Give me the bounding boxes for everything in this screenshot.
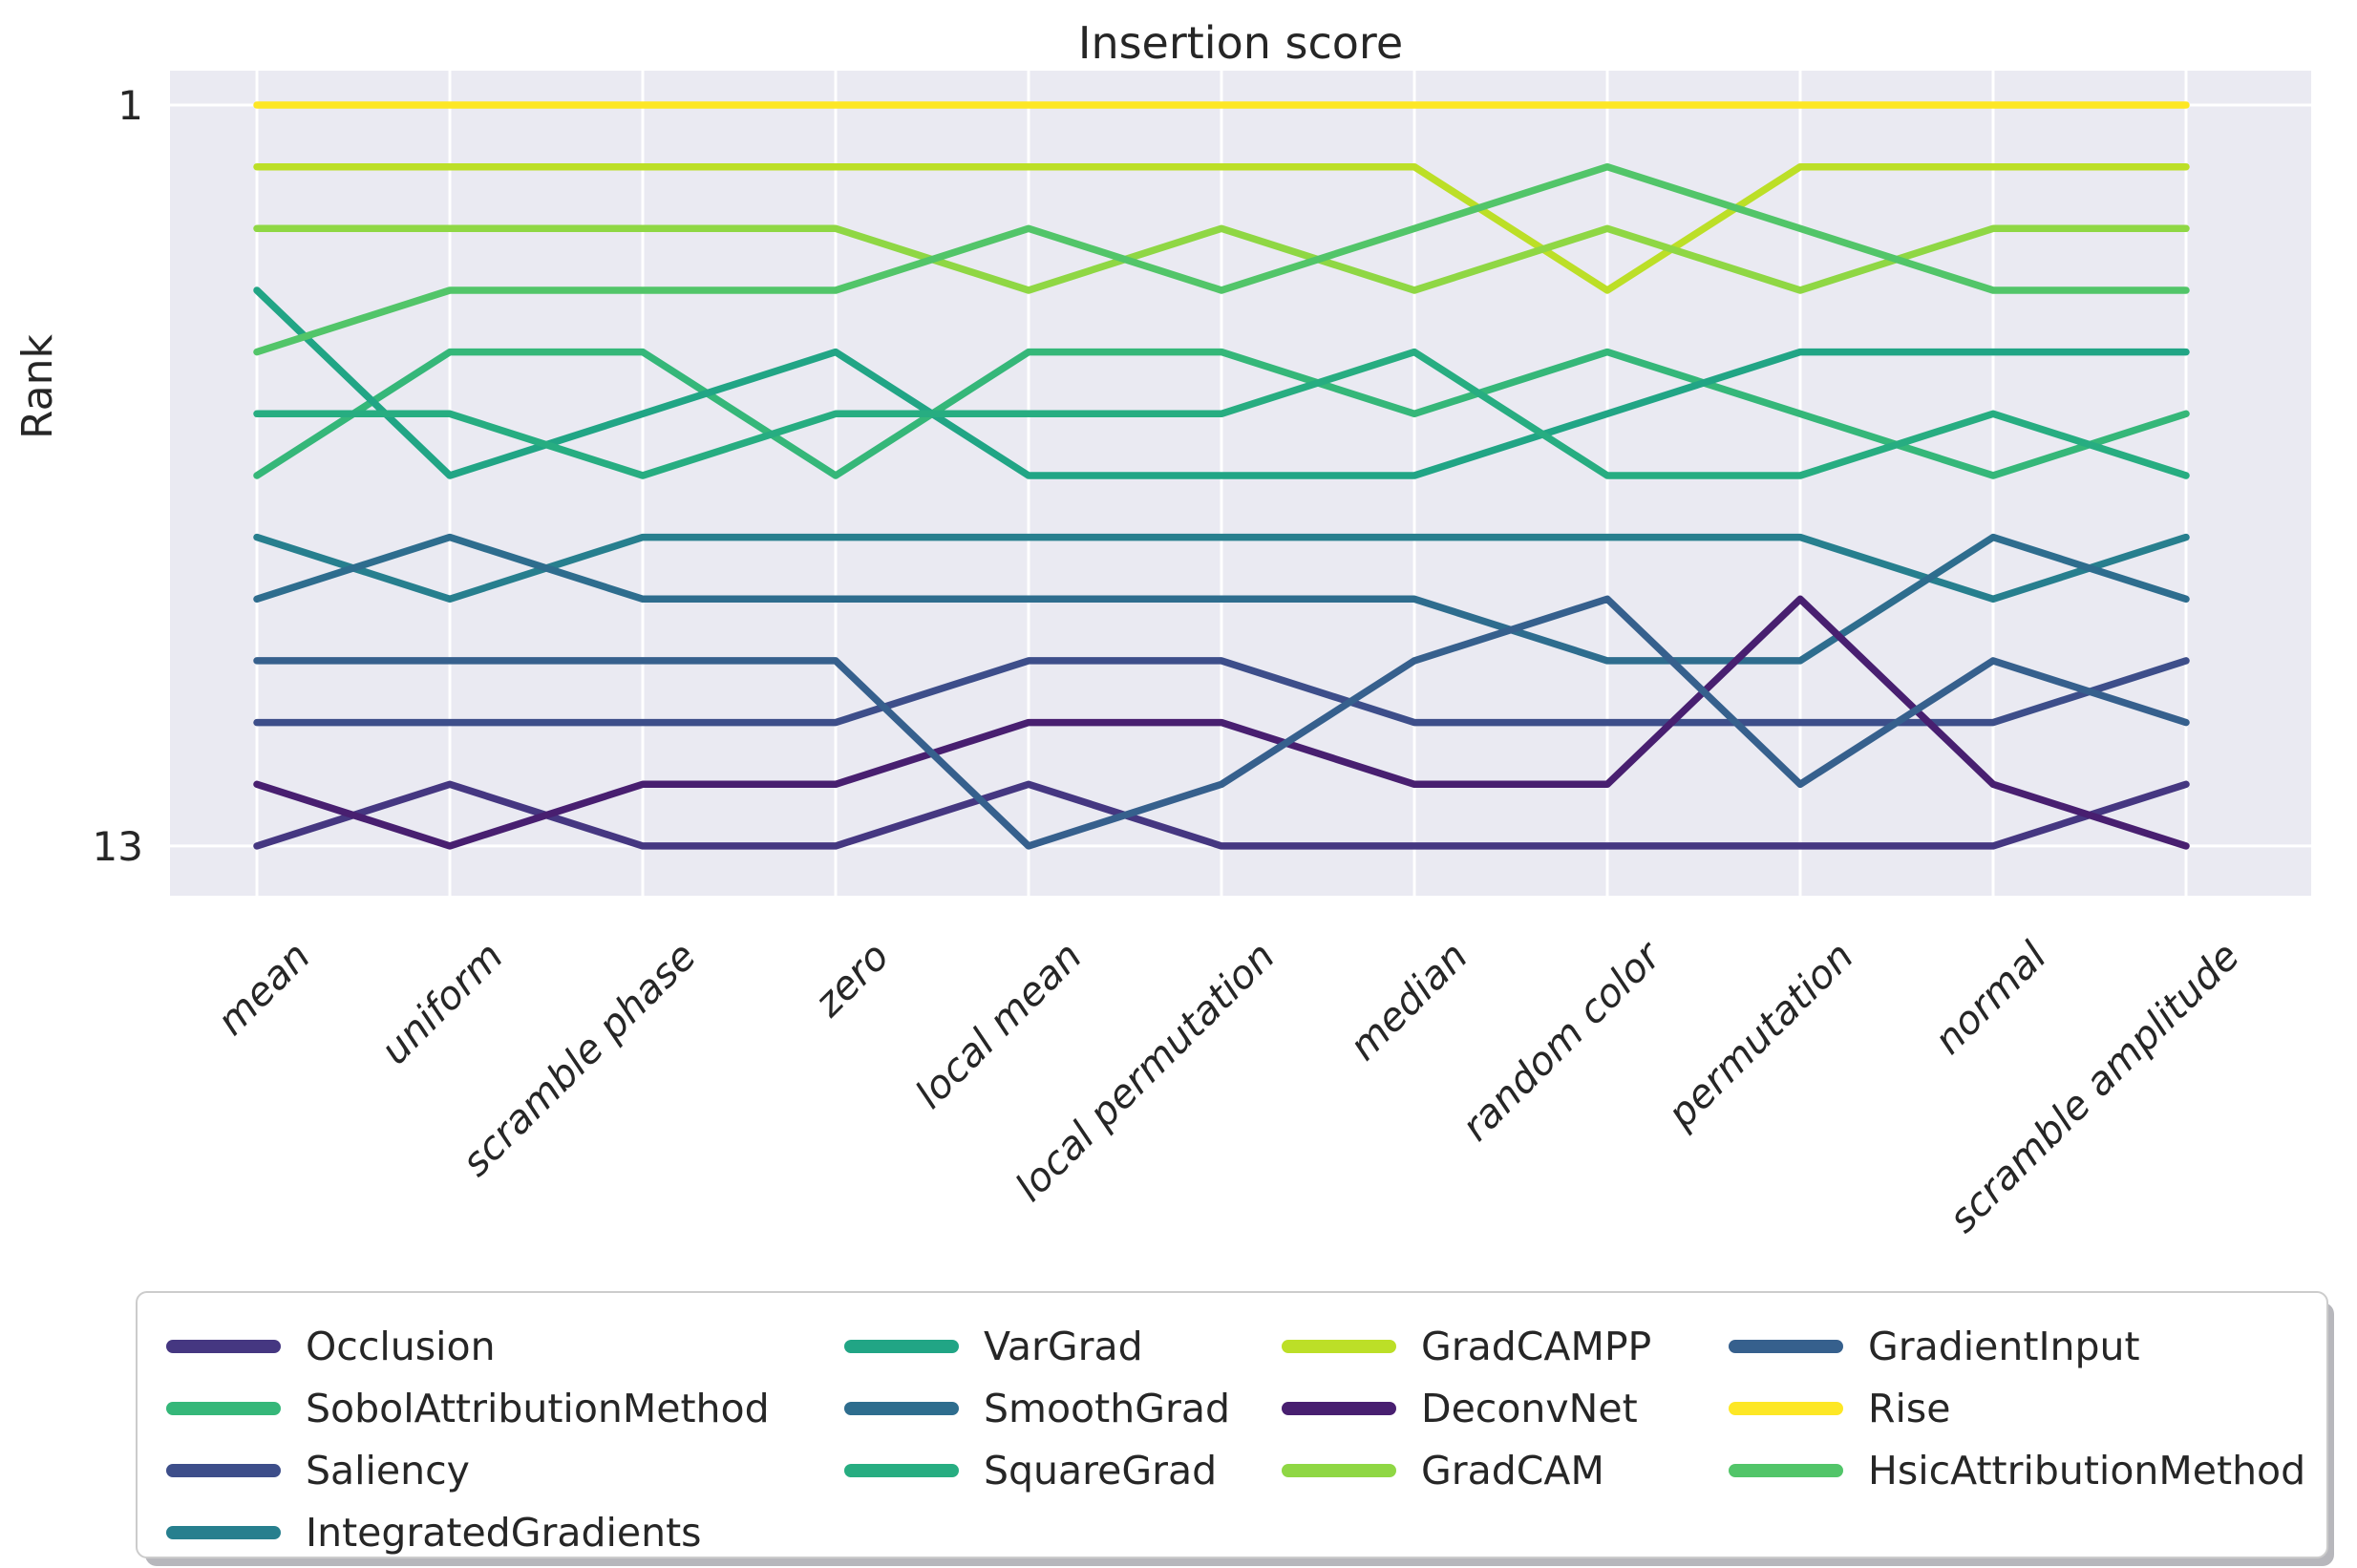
legend-swatch-DeconvNet	[1282, 1402, 1396, 1415]
y-tick-label-1: 1	[117, 82, 143, 129]
legend-entry-Rise[interactable]: Rise	[1729, 1378, 1950, 1439]
series-line-GradCAMPP[interactable]	[253, 162, 2190, 294]
x-tick-label-median: median	[1340, 933, 1476, 1070]
legend-label-SquareGrad: SquareGrad	[984, 1448, 1218, 1494]
legend-entry-SobolAttributionMethod[interactable]: SobolAttributionMethod	[166, 1378, 770, 1439]
legend-box: Occlusion SobolAttributionMethod Saliency I…	[136, 1291, 2328, 1558]
legend-swatch-Rise	[1729, 1402, 1843, 1415]
x-tick-label-mean: mean	[208, 933, 319, 1044]
series-line-GradientInput[interactable]	[253, 595, 2190, 850]
legend-label-GradCAM: GradCAM	[1421, 1448, 1604, 1494]
series-line-Saliency[interactable]	[253, 657, 2190, 727]
legend-swatch-SquareGrad	[844, 1464, 959, 1477]
series-line-GradCAM[interactable]	[253, 224, 2190, 294]
legend-entry-VarGrad[interactable]: VarGrad	[844, 1316, 1143, 1377]
legend-label-SobolAttributionMethod: SobolAttributionMethod	[306, 1386, 770, 1431]
legend-entry-DeconvNet[interactable]: DeconvNet	[1282, 1378, 1638, 1439]
legend-swatch-IntegratedGradients	[166, 1526, 281, 1539]
legend-entry-GradCAM[interactable]: GradCAM	[1282, 1440, 1604, 1501]
x-tick-label-local-mean: local mean	[906, 933, 1091, 1117]
legend-swatch-Occlusion	[166, 1340, 281, 1353]
legend-label-Saliency: Saliency	[306, 1448, 470, 1494]
legend-swatch-Saliency	[166, 1464, 281, 1477]
legend-entry-IntegratedGradients[interactable]: IntegratedGradients	[166, 1502, 702, 1563]
legend-swatch-SobolAttributionMethod	[166, 1402, 281, 1415]
legend-swatch-SmoothGrad	[844, 1402, 959, 1415]
series-line-HsicAttributionMethod[interactable]	[253, 162, 2190, 356]
x-tick-label-uniform: uniform	[372, 933, 512, 1073]
legend-label-GradCAMPP: GradCAMPP	[1421, 1324, 1652, 1369]
series-line-IntegratedGradients[interactable]	[253, 533, 2190, 604]
legend-label-GradientInput: GradientInput	[1868, 1324, 2140, 1369]
legend-entry-GradCAMPP[interactable]: GradCAMPP	[1282, 1316, 1651, 1377]
x-tick-label-zero: zero	[805, 933, 898, 1026]
legend-entry-SquareGrad[interactable]: SquareGrad	[844, 1440, 1217, 1501]
y-tick-label-13: 13	[93, 823, 143, 870]
legend-label-HsicAttributionMethod: HsicAttributionMethod	[1868, 1448, 2306, 1494]
x-tick-label-random-color: random color	[1453, 932, 1671, 1151]
x-tick-label-normal: normal	[1925, 933, 2055, 1063]
series-line-SobolAttributionMethod[interactable]	[253, 348, 2190, 479]
legend-swatch-VarGrad	[844, 1340, 959, 1353]
legend-label-VarGrad: VarGrad	[984, 1324, 1143, 1369]
series-lines	[253, 101, 2190, 850]
legend-entry-Occlusion[interactable]: Occlusion	[166, 1316, 496, 1377]
series-line-VarGrad[interactable]	[253, 286, 2190, 479]
legend-entry-SmoothGrad[interactable]: SmoothGrad	[844, 1378, 1230, 1439]
legend-entry-HsicAttributionMethod[interactable]: HsicAttributionMethod	[1729, 1440, 2305, 1501]
legend-label-IntegratedGradients: IntegratedGradients	[306, 1510, 702, 1556]
legend-swatch-GradCAM	[1282, 1464, 1396, 1477]
legend-label-SmoothGrad: SmoothGrad	[984, 1386, 1230, 1431]
legend-swatch-HsicAttributionMethod	[1729, 1464, 1843, 1477]
legend-entry-Saliency[interactable]: Saliency	[166, 1440, 470, 1501]
series-line-Occlusion[interactable]	[253, 780, 2190, 850]
series-line-SmoothGrad[interactable]	[253, 533, 2190, 665]
legend-swatch-GradCAMPP	[1282, 1340, 1396, 1353]
x-tick-label-permutation: permutation	[1658, 933, 1862, 1137]
legend-label-DeconvNet: DeconvNet	[1421, 1386, 1638, 1431]
chart-title: Insertion score	[1077, 17, 1404, 69]
legend-entry-GradientInput[interactable]: GradientInput	[1729, 1316, 2140, 1377]
axes-background	[170, 71, 2311, 896]
series-line-DeconvNet[interactable]	[253, 595, 2190, 850]
legend-label-Occlusion: Occlusion	[306, 1324, 496, 1369]
series-line-SquareGrad[interactable]	[253, 348, 2190, 479]
legend-swatch-GradientInput	[1729, 1340, 1843, 1353]
legend-label-Rise: Rise	[1868, 1386, 1951, 1431]
